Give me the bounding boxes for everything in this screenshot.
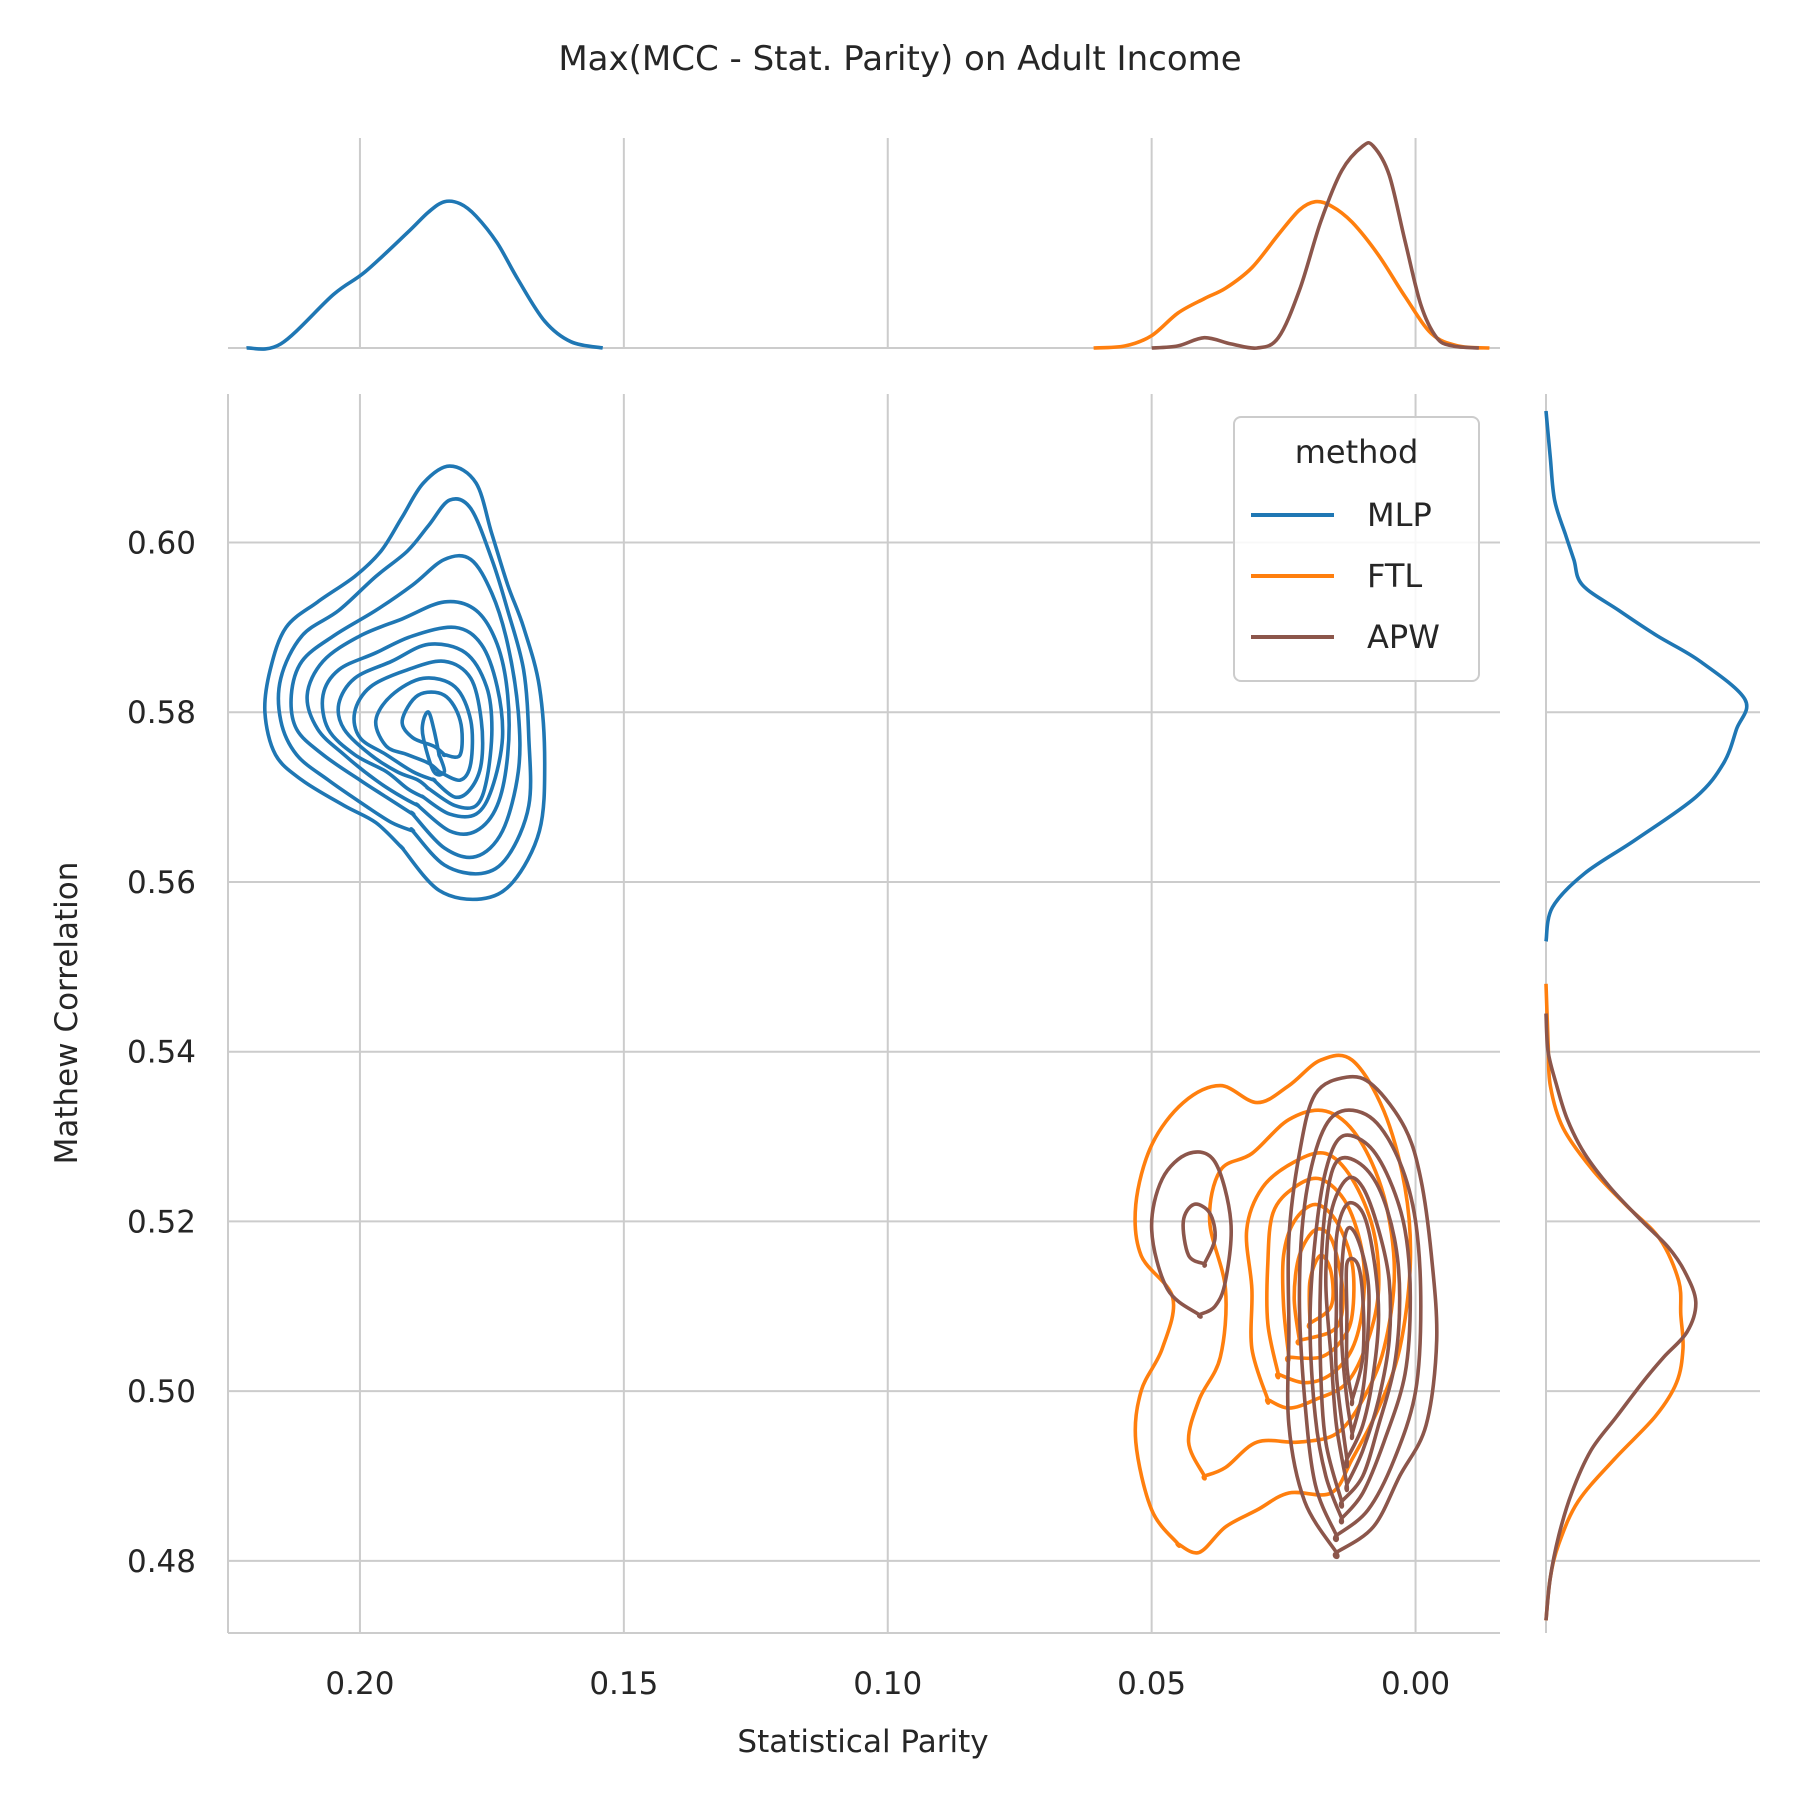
mlp-contour-6 [352, 659, 485, 800]
chart-title: Max(MCC - Stat. Parity) on Adult Income [558, 39, 1241, 79]
y-tick-label: 0.54 [127, 1035, 196, 1071]
mlp-contour-4 [320, 625, 505, 819]
x-tick-label: 0.05 [1117, 1666, 1186, 1702]
apw-contour-4 [1324, 1175, 1393, 1493]
mlp-contour-2 [289, 553, 522, 860]
ftl-contour-0 [1133, 1053, 1413, 1555]
legend-title: method [1295, 433, 1419, 471]
apw-contour-3 [1318, 1155, 1402, 1509]
ftl-y-marginal-density [1544, 983, 1685, 1621]
mlp-contour-0 [262, 464, 547, 902]
legend-frame [1233, 416, 1480, 682]
marginal-density-layer [246, 140, 1749, 1621]
mlp-contour-9 [420, 710, 447, 777]
apw-contour-1 [1297, 1108, 1423, 1543]
legend-label-apw: APW [1367, 618, 1440, 656]
contour-layer [262, 464, 1439, 1560]
apw-contour-2 [1308, 1133, 1413, 1525]
ftl-contour-2 [1244, 1151, 1381, 1410]
x-tick-label: 0.20 [325, 1666, 394, 1702]
y-tick-label: 0.50 [127, 1374, 196, 1410]
apw-contour-0 [1285, 1074, 1439, 1560]
x-tick-label: 0.15 [589, 1666, 658, 1702]
y-tick-label: 0.48 [127, 1544, 196, 1580]
grid-layer [228, 138, 1760, 1633]
apw-contour-7 [1344, 1256, 1366, 1407]
y-tick-label: 0.52 [127, 1204, 196, 1240]
ftl-x-marginal-density [1093, 199, 1490, 350]
apw-contour-8 [1149, 1150, 1233, 1319]
mlp-contour-1 [276, 497, 533, 876]
mlp-contour-8 [400, 690, 465, 759]
mlp-contour-5 [336, 642, 494, 811]
y-axis-label: Mathew Correlation [49, 862, 85, 1165]
mlp-contour-3 [305, 599, 511, 837]
ftl-contour-3 [1264, 1176, 1367, 1385]
x-tick-label: 0.10 [853, 1666, 922, 1702]
apw-x-marginal-density [1151, 140, 1480, 350]
apw-contour-5 [1333, 1200, 1381, 1469]
legend-label-mlp: MLP [1367, 496, 1432, 534]
mlp-x-marginal-density [246, 199, 604, 351]
y-tick-label: 0.58 [127, 695, 196, 731]
tick-labels-layer: 0.20 0.15 0.10 0.05 0.00 0.48 0.50 0.52 0.54 0.56… [127, 526, 1450, 1702]
mlp-y-marginal-density [1544, 410, 1749, 942]
x-axis-label: Statistical Parity [737, 1724, 988, 1760]
legend: method MLP FTL APW [1233, 416, 1480, 682]
y-tick-label: 0.60 [127, 526, 196, 562]
apw-contour-9 [1181, 1202, 1217, 1268]
apw-y-marginal-density [1544, 1013, 1698, 1621]
y-tick-label: 0.56 [127, 865, 196, 901]
legend-label-ftl: FTL [1367, 557, 1422, 595]
x-tick-label: 0.00 [1381, 1666, 1450, 1702]
apw-contour-6 [1339, 1225, 1371, 1441]
